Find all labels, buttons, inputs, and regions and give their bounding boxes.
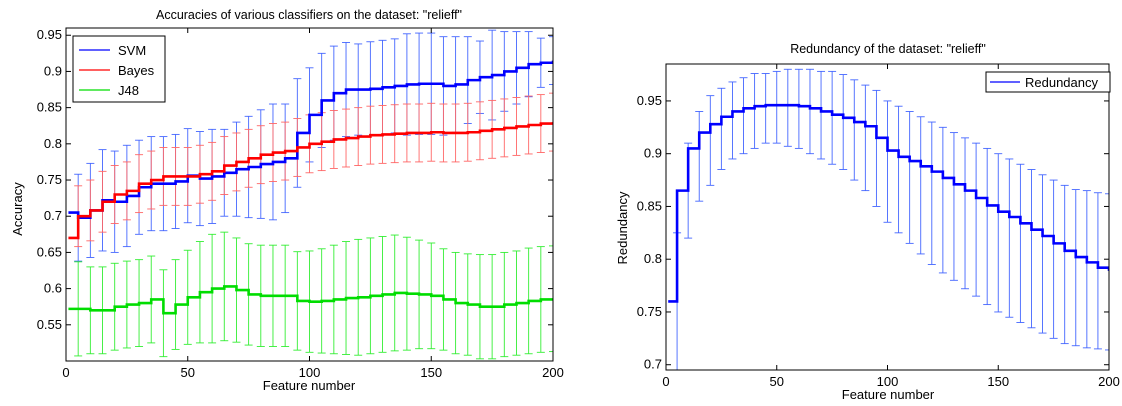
error-bar-redundancy: [1071, 189, 1080, 347]
error-bar-redundancy: [894, 105, 903, 234]
error-bar-redundancy: [905, 111, 914, 244]
y-tick-label: 0.7: [44, 208, 62, 223]
error-bar-redundancy: [861, 84, 870, 192]
error-bar-redundancy: [750, 73, 759, 149]
error-bar-redundancy: [695, 111, 704, 202]
error-bar-redundancy: [1005, 158, 1014, 318]
error-bar-redundancy: [994, 153, 1003, 313]
error-bar-j48: [549, 245, 553, 353]
series-line-j48: [68, 285, 553, 315]
error-bar-redundancy: [1016, 163, 1025, 323]
y-tick-label: 0.85: [37, 100, 62, 115]
series-line-bayes: [68, 122, 553, 240]
x-tick-label: 50: [181, 365, 195, 380]
error-bar-redundancy: [717, 87, 726, 170]
x-tick-label: 50: [770, 374, 784, 389]
y-tick-label: 0.75: [37, 172, 62, 187]
error-bar-svm: [549, 36, 553, 85]
series-line-svm: [68, 60, 553, 219]
x-tick-label: 200: [1098, 374, 1120, 389]
y-tick-label: 0.9: [644, 146, 662, 161]
y-tick-label: 0.8: [44, 136, 62, 151]
error-bar-redundancy: [927, 121, 936, 265]
error-bar-redundancy: [706, 95, 715, 186]
error-bar-redundancy: [872, 89, 881, 207]
x-tick-label: 100: [877, 374, 899, 389]
error-bar-bayes: [549, 92, 553, 152]
x-tick-label: 200: [542, 365, 564, 380]
x-tick-label: 150: [420, 365, 442, 380]
error-bar-redundancy: [772, 70, 781, 144]
error-bar-redundancy: [817, 70, 826, 160]
y-axis-label: Redundancy: [615, 191, 630, 264]
y-tick-label: 0.95: [637, 93, 662, 108]
error-bar-redundancy: [916, 116, 925, 255]
y-tick-label: 0.8: [644, 251, 662, 266]
chart-title: Redundancy of the dataset: "relieff": [790, 42, 986, 56]
error-bar-redundancy: [1105, 193, 1109, 351]
axis-ticks: 0 50 100 150 200 0.55 0.6 0.65 0.7 0.75 0.8 0.85 0.9…: [37, 27, 564, 380]
error-bar-redundancy: [783, 68, 792, 147]
chart-title: Accuracies of various classifiers on the…: [156, 8, 462, 22]
error-bar-redundancy: [839, 74, 848, 170]
error-bar-redundancy: [961, 137, 970, 290]
y-tick-label: 0.95: [37, 27, 62, 42]
error-bar-redundancy: [1093, 192, 1102, 350]
error-bar-redundancy: [1049, 179, 1058, 339]
y-tick-label: 0.65: [37, 244, 62, 259]
error-bar-redundancy: [972, 142, 981, 297]
error-bar-redundancy: [983, 147, 992, 306]
accuracy-chart: Accuracies of various classifiers on the…: [10, 8, 564, 393]
legend-box: [985, 71, 1111, 93]
legend-label-bayes: Bayes: [118, 63, 155, 78]
y-tick-label: 0.6: [44, 281, 62, 296]
y-axis-label: Accuracy: [10, 182, 25, 236]
legend-label-svm: SVM: [118, 43, 146, 58]
legend: SVM Bayes J48: [72, 35, 166, 103]
error-bar-redundancy: [1082, 190, 1091, 349]
error-bar-redundancy: [828, 70, 837, 165]
x-axis-label: Feature number: [263, 378, 356, 393]
redundancy-chart: Redundancy of the dataset: "relieff" Fea…: [615, 42, 1120, 402]
y-tick-label: 0.85: [637, 198, 662, 213]
legend-label-j48: J48: [118, 83, 139, 98]
error-bar-redundancy: [1060, 184, 1069, 345]
error-bar-redundancy: [761, 73, 770, 144]
x-axis-label: Feature number: [842, 387, 935, 402]
error-bar-redundancy: [739, 77, 748, 155]
error-bar-redundancy: [805, 68, 814, 155]
error-bar-redundancy: [794, 68, 803, 149]
error-bar-redundancy: [938, 126, 947, 274]
y-tick-label: 0.75: [637, 304, 662, 319]
series-line-redundancy: [668, 103, 1109, 303]
axis-ticks: 0 50 100 150 200 0.7 0.75 0.8 0.85 0.9 0.95: [637, 64, 1120, 389]
y-tick-label: 0.55: [37, 317, 62, 332]
error-bar-redundancy: [850, 79, 859, 181]
x-tick-label: 0: [662, 374, 669, 389]
error-bar-redundancy: [949, 132, 958, 281]
plot-area: [68, 29, 553, 360]
y-tick-label: 0.9: [44, 63, 62, 78]
error-bar-redundancy: [1027, 169, 1036, 329]
legend-box: [72, 35, 166, 103]
plot-area: [668, 68, 1109, 370]
legend-label-redundancy: Redundancy: [1025, 75, 1098, 90]
x-tick-label: 150: [987, 374, 1009, 389]
y-tick-label: 0.7: [644, 357, 662, 372]
x-tick-label: 0: [62, 365, 69, 380]
x-tick-label: 100: [299, 365, 321, 380]
error-bar-redundancy: [728, 81, 737, 160]
legend: Redundancy: [985, 71, 1111, 93]
error-bar-redundancy: [1038, 174, 1047, 334]
error-bar-redundancy: [883, 100, 892, 223]
